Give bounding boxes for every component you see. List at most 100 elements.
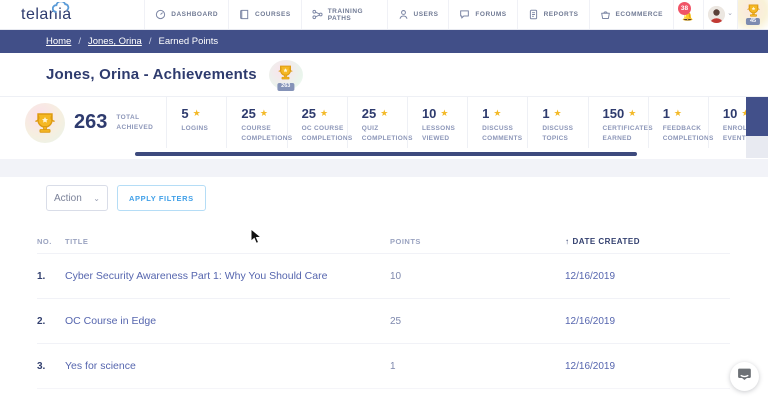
title-trophy: 263 [268, 59, 303, 91]
trophy-icon [746, 3, 761, 23]
dashboard-icon [155, 9, 166, 20]
stat-label: FEEDBACK COMPLETIONS [662, 125, 714, 142]
star-icon: ★ [259, 108, 268, 118]
row-points: 10 [390, 270, 402, 282]
table-row-partial: 12/16/2019 [37, 388, 730, 402]
stat-enrolled-events: 10★ ENROLLED EVENTS [707, 97, 768, 148]
stat-value: 25 [361, 106, 377, 121]
stat-label: ENROLLED EVENTS [722, 125, 762, 142]
stat-oc-course-completions: 25 ★ OC COURSE COMPLETIONS [286, 97, 352, 148]
star-icon: ★ [192, 108, 201, 118]
nav-item-reports[interactable]: REPORTS [516, 0, 589, 29]
star-icon: ★ [440, 108, 449, 118]
star-icon: ★ [493, 108, 502, 118]
stat-total-achieved: 263 TOTAL ACHIEVED [25, 97, 166, 148]
nav-label: FORUMS [475, 11, 507, 18]
achievements-button[interactable]: 45 [737, 0, 768, 29]
row-date: 12/16/2019 [565, 360, 616, 372]
row-number: 2. [37, 315, 46, 327]
row-points: 1 [390, 360, 396, 372]
title-trophy-badge: 263 [277, 83, 295, 91]
nav-label: DASHBOARD [171, 11, 219, 18]
col-header-date-label: DATE CREATED [572, 236, 640, 246]
sort-ascending-icon: ↑ [565, 236, 570, 246]
trophy-icon [25, 102, 65, 143]
stat-course-completions: 25 ★ COURSE COMPLETIONS [226, 97, 292, 148]
col-header-date-created[interactable]: ↑ DATE CREATED [565, 237, 730, 246]
stat-value: 10 [421, 106, 437, 121]
stat-value: 5 [181, 106, 189, 121]
ecommerce-icon [600, 9, 611, 20]
notifications-button[interactable]: 🔔 38 [673, 0, 703, 29]
star-icon: ★ [380, 108, 389, 118]
stat-lessons-viewed: 10 ★ LESSONS VIEWED [406, 97, 467, 148]
row-date: 12/16/2019 [565, 315, 616, 327]
nav-label: COURSES [255, 11, 291, 18]
breadcrumb-user-link[interactable]: Jones, Orina [87, 36, 142, 47]
table-row: 1. Cyber Security Awareness Part 1: Why … [37, 253, 730, 298]
nav-item-courses[interactable]: COURSES [228, 0, 301, 29]
stat-discuss-topics: 1 ★ DISCUSS TOPICS [527, 97, 587, 148]
star-icon: ★ [673, 108, 682, 118]
total-achieved-value: 263 [74, 111, 108, 133]
star-icon: ★ [741, 108, 749, 119]
action-dropdown[interactable]: Action ⌄ [46, 185, 108, 211]
toolbar: Action ⌄ APPLY FILTERS [0, 177, 768, 211]
users-icon [398, 9, 409, 20]
nav-label: TRAINING PATHS [327, 7, 364, 22]
chat-launcher-button[interactable] [730, 362, 759, 391]
nav-item-users[interactable]: USERS [386, 0, 449, 29]
reports-icon [528, 9, 539, 20]
action-dropdown-label: Action [54, 192, 82, 204]
stat-label: LOGINS [181, 125, 209, 132]
nav-item-ecommerce[interactable]: ECOMMERCE [588, 0, 673, 29]
stat-label: CERTIFICATES EARNED [602, 125, 653, 142]
stat-label: QUIZ COMPLETIONS [361, 125, 413, 142]
breadcrumb: Home / Jones, Orina / Earned Points [0, 30, 768, 53]
nav-item-forums[interactable]: FORUMS [448, 0, 516, 29]
stats-scroll-strip [0, 148, 768, 159]
nav-item-dashboard[interactable]: DASHBOARD [144, 0, 228, 29]
stat-logins: 5 ★ LOGINS [166, 97, 226, 148]
nav-item-training-paths[interactable]: TRAINING PATHS [300, 0, 387, 29]
telania-logo[interactable]: telania [0, 0, 144, 29]
row-title-link[interactable]: OC Course in Edge [65, 315, 157, 327]
col-header-title[interactable]: TITLE [65, 236, 89, 246]
stat-label: DISCUSS COMMENTS [482, 125, 523, 142]
forums-icon [459, 9, 470, 20]
nav-label: USERS [413, 11, 439, 18]
row-points: 25 [390, 315, 402, 327]
col-header-no[interactable]: NO. [37, 236, 52, 246]
stat-value: 10 [722, 106, 738, 121]
row-title-link[interactable]: Yes for science [65, 360, 136, 372]
avatar [708, 6, 726, 23]
col-header-points[interactable]: POINTS [390, 236, 421, 246]
chevron-down-icon: ⌄ [727, 9, 733, 17]
star-icon: ★ [320, 108, 329, 118]
apply-filters-button[interactable]: APPLY FILTERS [117, 185, 206, 211]
section-divider [0, 159, 768, 177]
table-header-row: NO. TITLE POINTS ↑ DATE CREATED [37, 229, 730, 253]
star-icon: ★ [628, 108, 637, 118]
page-title: Jones, Orina - Achievements [46, 66, 257, 83]
nav-label: ECOMMERCE [615, 11, 663, 18]
stat-value: 1 [482, 106, 490, 121]
stats-vertical-scroll-thumb[interactable] [746, 97, 768, 136]
training-paths-icon [312, 9, 323, 20]
top-navigation-bar: telania DASHBOARD COURSES TRAINING PATHS… [0, 0, 768, 30]
user-menu[interactable]: ⌄ [703, 0, 737, 29]
chat-bubble-icon [737, 367, 752, 387]
stat-value: 25 [241, 106, 256, 121]
cloud-icon [51, 0, 78, 19]
stat-certificates-earned: 150 ★ CERTIFICATES EARNED [587, 97, 653, 148]
stat-quiz-completions: 25 ★ QUIZ COMPLETIONS [346, 97, 413, 148]
chevron-down-icon: ⌄ [93, 193, 100, 203]
stats-horizontal-scrollbar[interactable] [135, 152, 637, 156]
breadcrumb-home-link[interactable]: Home [46, 36, 72, 47]
stat-value: 150 [602, 106, 625, 121]
breadcrumb-current: Earned Points [158, 36, 219, 47]
row-title-link[interactable]: Cyber Security Awareness Part 1: Why You… [65, 270, 328, 282]
topbar-right-cluster: 🔔 38 ⌄ 45 [673, 0, 768, 29]
nav-label: REPORTS [543, 11, 579, 18]
